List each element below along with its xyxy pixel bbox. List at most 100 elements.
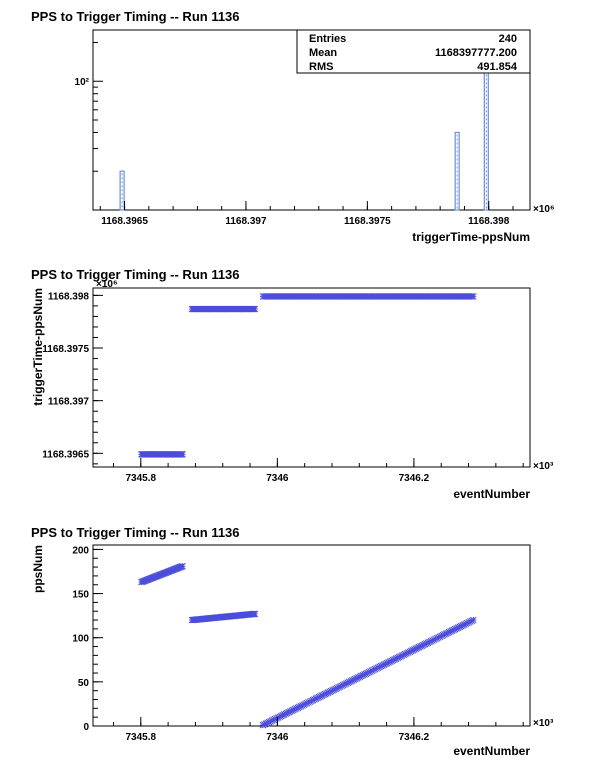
data-point [327,687,335,695]
data-point [424,639,432,647]
data-point [306,698,314,706]
data-point [261,721,268,728]
panel-title: PPS to Trigger Timing -- Run 1136 [31,9,240,24]
x-tick-label: 7346.2 [399,732,430,743]
data-point [279,711,287,719]
data-point [382,660,389,668]
data-point [386,658,394,665]
x-tick-label: 7346.2 [399,473,430,484]
data-point [364,669,371,677]
data-point [368,667,376,675]
data-point [442,630,450,638]
data-point [332,685,339,693]
data-point [283,709,291,717]
data-point [407,647,415,655]
data-point [341,680,349,688]
data-point [435,634,442,641]
data-point [457,622,465,630]
data-point [358,672,365,680]
x-tick-label: 7346 [266,473,289,484]
data-point [259,721,267,729]
y-axis-ticks: 1168.3965 1168.397 1168.3975 1168.398 [42,291,103,465]
data-point [321,690,329,698]
data-point [295,703,303,711]
data-point [361,671,368,678]
plot-frame [92,544,531,727]
data-point [385,659,392,666]
y-axis-label: triggerTime-ppsNum [31,288,45,406]
data-point [311,696,318,703]
data-point [312,695,320,703]
data-point [274,714,282,721]
y-tick-label: 10² [75,77,90,88]
y-tick-label: 0 [83,722,89,733]
data-point [323,690,330,697]
data-point [413,644,421,652]
data-point [373,665,380,672]
x-exponent-label: ×10³ [533,718,554,729]
data-point [336,683,344,690]
data-point [326,688,333,696]
data-point [380,661,388,668]
stats-mean-value: 1168397777.200 [435,47,517,59]
data-point [302,700,309,708]
data-point [398,652,406,659]
scatter-points [138,562,477,729]
x-tick-label: 1168.3975 [344,216,391,227]
x-axis-ticks: 7345.8 7346 7346.2 [112,458,524,484]
data-point [367,668,374,675]
data-point [268,717,276,724]
data-point [406,648,414,656]
data-point [418,642,426,650]
data-point [388,657,395,665]
x-tick-label: 7345.8 [126,732,157,743]
data-point [179,451,186,458]
data-point [466,618,474,625]
data-point [404,649,412,656]
panel-title: PPS to Trigger Timing -- Run 1136 [31,267,240,282]
y-axis-ticks: 10² [75,41,103,172]
data-point [277,712,285,720]
data-point [285,708,293,716]
data-point [376,663,383,671]
data-point [273,714,280,722]
data-point [454,624,462,631]
data-point [294,704,302,712]
data-point [420,641,427,649]
data-point [383,659,391,667]
data-point [370,666,377,674]
data-point [365,668,373,676]
data-point [315,693,323,701]
data-point [300,701,308,709]
data-point [462,620,470,628]
stats-entries-value: 240 [499,33,517,45]
data-point [333,684,341,692]
data-point [356,673,364,681]
data-point [403,649,411,657]
data-point [465,618,473,626]
data-point [438,632,445,640]
data-point [251,610,259,618]
stats-mean-label: Mean [309,47,337,59]
data-point [353,674,361,682]
data-point [433,634,441,642]
data-point [432,635,439,643]
data-point [288,707,296,715]
data-point [427,637,435,645]
data-point [441,631,448,638]
data-point [453,625,461,632]
data-point [297,702,305,710]
data-point [330,686,338,693]
data-point [318,692,326,699]
data-point [379,662,386,669]
y-tick-label: 200 [72,545,89,556]
data-point [463,619,471,627]
data-point [305,699,312,706]
y-tick-label: 1168.398 [48,291,90,302]
data-point [289,706,297,714]
data-point [292,705,300,712]
data-point [391,656,399,663]
pps-num-scatter-panel: PPS to Trigger Timing -- Run 1136 7345.8… [31,525,554,758]
data-point [450,626,458,634]
